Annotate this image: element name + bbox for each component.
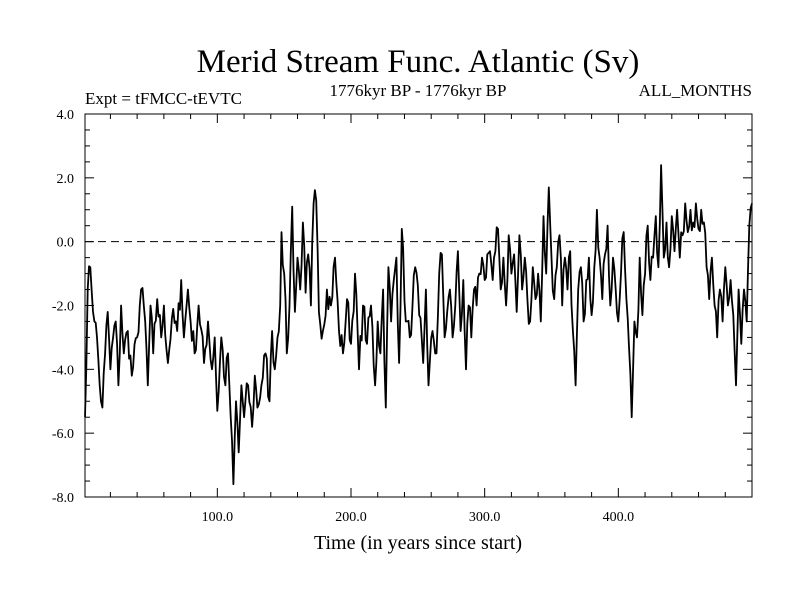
chart-title: Merid Stream Func. Atlantic (Sv): [197, 44, 640, 80]
months-label: ALL_MONTHS: [639, 81, 752, 100]
y-tick-label: 4.0: [57, 108, 75, 123]
y-tick-label: -8.0: [52, 491, 74, 506]
experiment-label: Expt = tFMCC-tEVTC: [85, 89, 242, 108]
x-tick-label: 200.0: [335, 510, 367, 525]
x-tick-label: 300.0: [469, 510, 501, 525]
x-tick-label: 400.0: [603, 510, 635, 525]
period-label: 1776kyr BP - 1776kyr BP: [330, 81, 507, 100]
y-tick-label: -6.0: [52, 427, 74, 442]
axis-ticks: [85, 113, 752, 498]
plot-frame: [84, 113, 753, 498]
y-tick-label: -2.0: [52, 300, 74, 315]
y-tick-label: 0.0: [57, 236, 75, 251]
y-tick-labels: 4.0 2.0 0.0 -2.0 -4.0 -6.0 -8.0: [52, 108, 74, 506]
x-axis-label: Time (in years since start): [314, 532, 522, 554]
y-tick-label: -4.0: [52, 363, 74, 378]
y-tick-label: 2.0: [57, 172, 75, 187]
x-tick-labels: 100.0 200.0 300.0 400.0: [202, 510, 635, 525]
x-tick-label: 100.0: [202, 510, 234, 525]
series-line: [84, 164, 753, 486]
